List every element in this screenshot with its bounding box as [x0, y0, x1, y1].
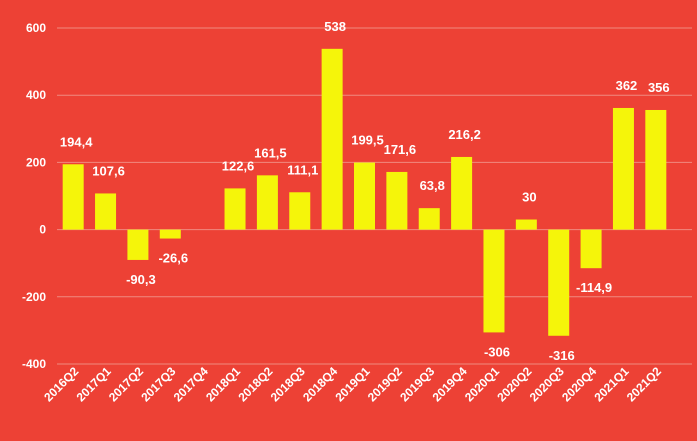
category-label-2020Q2: 2020Q2: [494, 364, 534, 404]
bar-2021Q2: [645, 109, 667, 230]
bar-2019Q3: [418, 208, 440, 230]
bar-2017Q1: [95, 193, 117, 230]
data-label-2019Q2: 171,6: [384, 142, 417, 157]
data-label-2020Q2: 30: [522, 190, 536, 205]
bar-2016Q2: [62, 164, 84, 230]
bar-2017Q2: [127, 229, 149, 260]
bar-2021Q1: [612, 107, 634, 230]
data-label-2021Q2: 356: [648, 80, 670, 95]
data-label-2020Q3: -316: [549, 348, 575, 363]
y-tick-label: 600: [26, 21, 46, 35]
y-axis-tick-labels: -400 -200 0 200 400 600: [22, 21, 46, 371]
data-label-2020Q4: -114,9: [576, 280, 612, 295]
category-label-2018Q1: 2018Q1: [203, 364, 243, 404]
x-axis-category-labels: 2016Q22017Q12017Q22017Q32017Q42018Q12018…: [41, 364, 664, 404]
bar-2019Q4: [451, 156, 473, 230]
category-label-2019Q2: 2019Q2: [365, 364, 405, 404]
bar-2020Q3: [548, 229, 570, 336]
bar-2018Q4: [321, 48, 343, 230]
bar-2020Q1: [483, 229, 505, 333]
data-label-2018Q3: 111,1: [287, 162, 318, 177]
category-label-2017Q2: 2017Q2: [106, 364, 146, 404]
category-label-2016Q2: 2016Q2: [41, 364, 81, 404]
bars: [62, 48, 667, 336]
data-label-2017Q3: -26,6: [158, 251, 188, 266]
bar-2019Q2: [386, 171, 408, 230]
y-tick-label: -400: [22, 357, 46, 371]
data-label-2018Q2: 161,5: [254, 145, 287, 160]
category-label-2017Q1: 2017Q1: [74, 364, 114, 404]
data-label-2020Q1: -306: [484, 344, 510, 359]
category-label-2019Q3: 2019Q3: [397, 364, 437, 404]
bar-2018Q1: [224, 188, 246, 230]
category-label-2021Q2: 2021Q2: [624, 364, 664, 404]
bar-2017Q3: [159, 229, 181, 239]
data-label-2021Q1: 362: [616, 78, 638, 93]
y-tick-label: 400: [26, 88, 46, 102]
data-label-2017Q2: -90,3: [126, 272, 156, 287]
data-label-2018Q4: 538: [324, 19, 346, 34]
category-label-2018Q3: 2018Q3: [268, 364, 308, 404]
category-label-2020Q3: 2020Q3: [527, 364, 567, 404]
data-label-2018Q1: 122,6: [222, 158, 255, 173]
category-label-2019Q1: 2019Q1: [333, 364, 373, 404]
y-tick-label: 200: [26, 155, 46, 169]
data-label-2016Q2: 194,4: [60, 134, 93, 149]
category-label-2017Q4: 2017Q4: [171, 364, 211, 404]
bar-2020Q2: [515, 219, 537, 230]
category-label-2017Q3: 2017Q3: [138, 364, 178, 404]
y-tick-label: -200: [22, 290, 46, 304]
data-label-2017Q1: 107,6: [92, 163, 125, 178]
y-tick-label: 0: [39, 223, 46, 237]
data-label-2019Q4: 216,2: [448, 127, 481, 142]
data-label-2019Q3: 63,8: [420, 178, 445, 193]
category-label-2021Q1: 2021Q1: [591, 364, 631, 404]
bar-2018Q2: [256, 175, 278, 230]
category-label-2019Q4: 2019Q4: [430, 364, 470, 404]
bar-2018Q3: [289, 192, 311, 230]
category-label-2020Q1: 2020Q1: [462, 364, 502, 404]
category-label-2018Q2: 2018Q2: [235, 364, 275, 404]
data-label-2019Q1: 199,5: [351, 133, 384, 148]
bar-2020Q4: [580, 229, 602, 269]
bar-2019Q1: [354, 162, 375, 230]
category-label-2020Q4: 2020Q4: [559, 364, 599, 404]
category-label-2018Q4: 2018Q4: [300, 364, 340, 404]
